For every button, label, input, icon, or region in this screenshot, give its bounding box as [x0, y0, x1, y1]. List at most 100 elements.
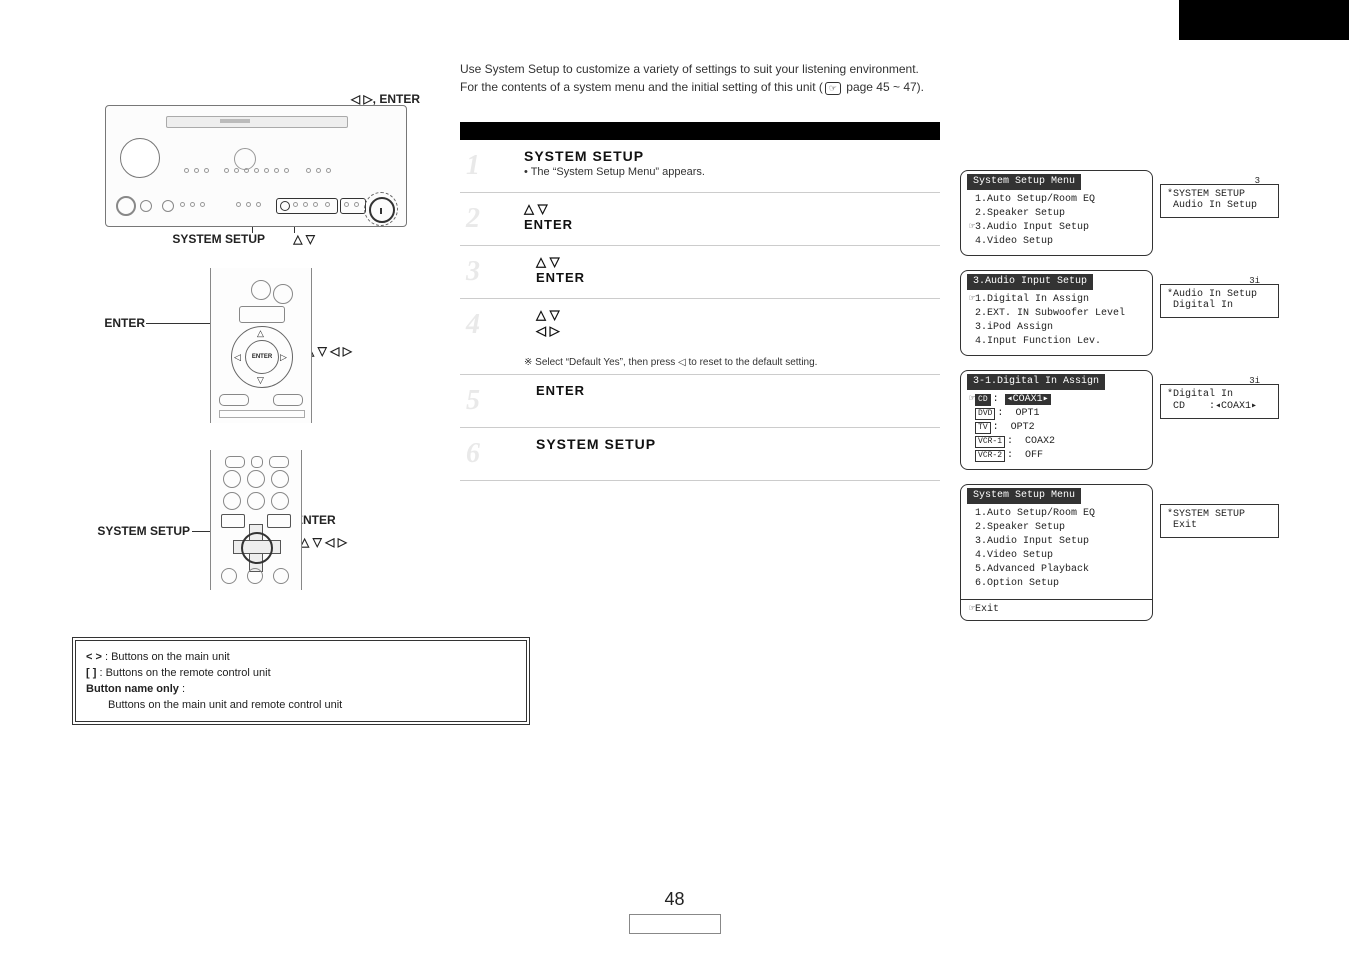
osd-item: 4.Video Setup: [969, 235, 1144, 249]
legend-angle: < >: [86, 651, 102, 663]
round-button: [223, 492, 241, 510]
pill-button: [219, 394, 249, 406]
osd-item: 2.Speaker Setup: [969, 207, 1144, 221]
top-button: [225, 456, 245, 468]
osd-block-4: System Setup Menu 1.Auto Setup/Room EQ 2…: [960, 484, 1270, 621]
osd-title: System Setup Menu: [967, 488, 1081, 504]
bottom-bar: [219, 410, 305, 418]
intro-text: Use System Setup to customize a variety …: [460, 60, 1100, 96]
round-button: [271, 470, 289, 488]
left-arrow-icon: ◁: [234, 352, 241, 363]
osd-item: VCR-2: OFF: [969, 449, 1144, 463]
intro-line2a: For the contents of a system menu and th…: [460, 80, 823, 94]
step-4: 4 △ ▽ ◁ ▷: [460, 298, 940, 351]
osd-item: 3.Audio Input Setup: [969, 535, 1144, 549]
volume-knob: [364, 192, 398, 226]
procedure-column: 1 SYSTEM SETUP • The “System Setup Menu”…: [460, 122, 940, 481]
fl-display: *Audio In Setup Digital In: [1160, 284, 1279, 318]
legend-nameonly-desc: Buttons on the main unit and remote cont…: [86, 697, 516, 713]
intro-line2b: page 45 ~ 47).: [843, 80, 924, 94]
osd-menu: 3.Audio Input Setup 3i ☞1.Digital In Ass…: [960, 270, 1153, 356]
label-allarrows-r1: △ ▽ ◁ ▷: [305, 344, 365, 358]
front-panel-drawing: [105, 105, 407, 227]
denon-logo: [220, 119, 250, 123]
osd-menus: System Setup Menu 3 1.Auto Setup/Room EQ…: [960, 170, 1270, 635]
osd-item: 4.Input Function Lev.: [969, 335, 1144, 349]
round-button: [223, 470, 241, 488]
step-3: 3 △ ▽ ENTER: [460, 245, 940, 298]
page-ref-icon: ☞: [825, 82, 841, 95]
step-number: 3: [466, 256, 480, 288]
fl-display: *Digital In CD :◂COAX1▸: [1160, 384, 1279, 419]
exit-label: Exit: [975, 604, 999, 615]
bottom-button: [247, 568, 263, 584]
label-system-setup-fp: SYSTEM SETUP: [145, 232, 265, 246]
step-enter: ENTER: [524, 270, 934, 285]
osd-block-1: System Setup Menu 3 1.Auto Setup/Room EQ…: [960, 170, 1270, 256]
right-arrow-icon: ▷: [280, 352, 287, 363]
section-header-bar: [460, 122, 940, 140]
osd-title: 3.Audio Input Setup: [967, 274, 1093, 290]
remote-nav-drawing: ENTER △ ▽ ◁ ▷: [210, 268, 312, 423]
step-number: 4: [466, 309, 480, 341]
display-area: [166, 116, 348, 128]
small-button: [251, 280, 271, 300]
page-number: 48: [629, 889, 721, 910]
step-title: SYSTEM SETUP: [524, 148, 934, 164]
pill-button: [273, 394, 303, 406]
step-5: 5 ENTER: [460, 374, 940, 427]
label-enter-r1: ENTER: [85, 316, 145, 330]
osd-item: 6.Option Setup: [969, 577, 1144, 591]
step-title: SYSTEM SETUP: [524, 436, 934, 452]
osd-item: 4.Video Setup: [969, 549, 1144, 563]
osd-item: ☞CD: ◂COAX1▸: [969, 393, 1144, 407]
step-6: 6 SYSTEM SETUP: [460, 427, 940, 481]
side-tab: [1179, 0, 1349, 40]
step-enter: ENTER: [524, 383, 934, 398]
bottom-button: [221, 568, 237, 584]
fl-display: *SYSTEM SETUP Audio In Setup: [1160, 184, 1279, 218]
osd-item: 2.EXT. IN Subwoofer Level: [969, 307, 1144, 321]
legend-box: < > : Buttons on the main unit [ ] : But…: [75, 640, 527, 722]
side-button: [267, 514, 291, 528]
legend-bracket-desc: : Buttons on the remote control unit: [99, 667, 270, 679]
osd-item: ☞3.Audio Input Setup: [969, 221, 1144, 235]
step-arrows-r1: △ ▽: [524, 307, 934, 323]
step-number: 1: [466, 150, 480, 182]
osd-title: System Setup Menu: [967, 174, 1081, 190]
step-1: 1 SYSTEM SETUP • The “System Setup Menu”…: [460, 140, 940, 192]
step-number: 6: [466, 438, 480, 470]
osd-item: 5.Advanced Playback: [969, 563, 1144, 577]
default-note: ※ Select “Default Yes”, then press ◁ to …: [460, 351, 940, 374]
legend-bracket: [ ]: [86, 667, 96, 679]
legend-angle-desc: : Buttons on the main unit: [105, 651, 230, 663]
enter-button: ENTER: [245, 340, 279, 374]
round-button: [247, 492, 265, 510]
top-button: [251, 456, 263, 468]
top-button: [269, 456, 289, 468]
selector-knob: [120, 138, 160, 178]
outer-label: [239, 306, 285, 323]
lead-line: [294, 226, 295, 233]
lead-line: [252, 226, 253, 233]
label-system-setup-r2: SYSTEM SETUP: [45, 524, 190, 538]
osd-item: VCR-1: COAX2: [969, 435, 1144, 449]
osd-menu: 3-1.Digital In Assign 3i ☞CD: ◂COAX1▸ DV…: [960, 370, 1153, 470]
osd-item: TV: OPT2: [969, 421, 1144, 435]
label-updown: △ ▽: [275, 232, 315, 246]
down-arrow-icon: ▽: [257, 375, 264, 386]
step-sub: • The “System Setup Menu” appears.: [524, 164, 934, 178]
step-arrows: △ ▽: [524, 254, 934, 270]
intro-line1: Use System Setup to customize a variety …: [460, 60, 1100, 78]
page-footer: 48: [629, 889, 721, 934]
fl-display: *SYSTEM SETUP Exit: [1160, 504, 1279, 538]
osd-item: ☞1.Digital In Assign: [969, 293, 1144, 307]
osd-item: 1.Auto Setup/Room EQ: [969, 193, 1144, 207]
label-enter-r2: ENTER: [295, 513, 355, 527]
osd-item: DVD: OPT1: [969, 407, 1144, 421]
remote-grid-drawing: [210, 450, 302, 590]
round-button: [271, 492, 289, 510]
center-button: [234, 148, 256, 170]
osd-menu: System Setup Menu 3 1.Auto Setup/Room EQ…: [960, 170, 1153, 256]
osd-block-3: 3-1.Digital In Assign 3i ☞CD: ◂COAX1▸ DV…: [960, 370, 1270, 470]
